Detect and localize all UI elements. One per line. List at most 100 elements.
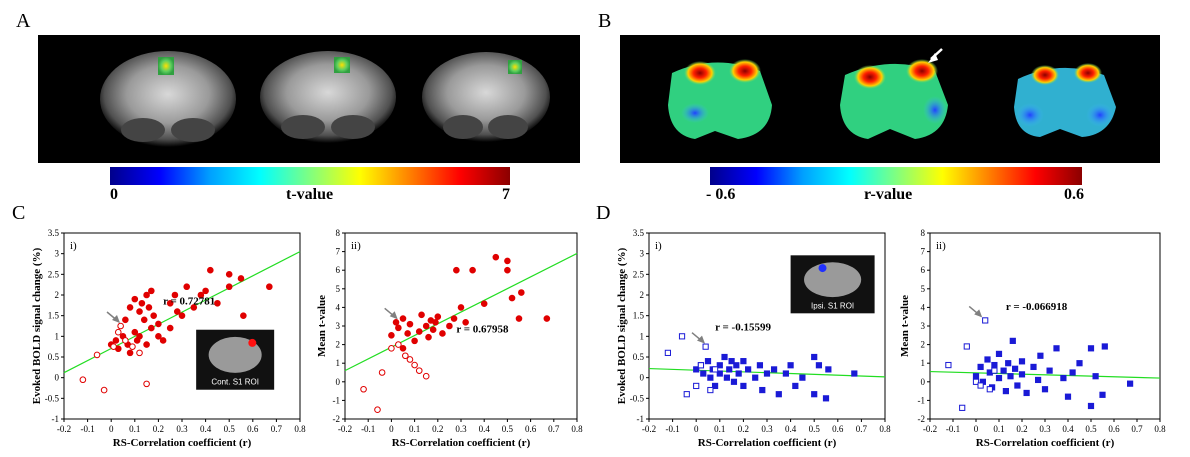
d-ii-filled-point (1076, 360, 1083, 367)
c-ii-filled-point (395, 324, 402, 332)
d-i-ytick-label: 3 (640, 249, 645, 259)
tvalue-colorbar (110, 167, 510, 185)
c-ii-open-point (360, 385, 367, 393)
c-ii-filled-point (543, 315, 551, 322)
d-ii-xtick-label: 0.3 (1039, 424, 1051, 434)
d-i-filled-point (775, 391, 782, 398)
d-ii-ytick-label: 5 (921, 284, 926, 294)
d-ii-filled-point (1005, 360, 1012, 367)
d-i-open-point (664, 349, 671, 356)
c-i-filled-point (190, 304, 198, 311)
c-i-open-point (129, 343, 136, 350)
c-i-ytick-label: -0.5 (45, 393, 60, 403)
c-ii-ytick-label: 8 (336, 228, 341, 238)
d-i-open-point (683, 391, 690, 398)
tvalue-colorbar-label: t-value (286, 186, 334, 203)
c-ii-xtick-label: 0.7 (548, 424, 560, 434)
c-i-filled-point (126, 304, 134, 311)
d-i-filled-point (799, 374, 806, 381)
d-ii-filled-point (1009, 337, 1016, 344)
d-i-filled-point (811, 353, 818, 361)
d-ii-open-point (972, 378, 980, 385)
c-i-filled-point (240, 312, 247, 319)
c-ii-ytick-label: 2 (336, 340, 341, 350)
c-ii-filled-point (492, 253, 500, 261)
d-i-filled-point (716, 362, 723, 369)
d-i-subplot-label: i) (655, 240, 662, 252)
c-i-filled-point (155, 333, 162, 340)
c-i-inset-roi-dot (248, 338, 257, 347)
d-i-filled-point (704, 358, 712, 365)
c-i-xlabel: RS-Correlation coefficient (r) (113, 437, 252, 449)
d-i-filled-point (730, 378, 738, 385)
d-i-open-point (702, 343, 709, 350)
c-ii-ytick-label: 1 (336, 358, 341, 368)
c-ii-filled-point (422, 322, 430, 330)
c-i-filled-point (131, 295, 139, 303)
d-i-filled-point (756, 362, 764, 369)
c-ii-xtick-label: 0.6 (525, 424, 537, 434)
c-ii-open-point (406, 356, 414, 363)
c-ii-xtick-label: 0 (389, 424, 394, 434)
scatter-plot-c-i: -0.2 -0.1 0 0.1 0.2 0.3 0.4 0.5 0.6 0.7 0.8 -1 -0.5 0… (31, 228, 306, 449)
c-i-filled-point (225, 271, 233, 278)
c-i-filled-point (143, 341, 150, 348)
c-i-filled-point (140, 316, 148, 324)
c-i-xtick-label: -0.2 (57, 424, 71, 434)
d-i-inset-brain (804, 262, 862, 298)
c-ii-filled-point (504, 257, 511, 265)
d-i-filled-point (693, 366, 700, 373)
c-ii-filled-point (480, 300, 488, 307)
mri-tmap-strip (38, 35, 580, 163)
rmap-slice-2 (840, 59, 948, 140)
d-ii-filled-point (977, 363, 984, 371)
d-i-xtick-label: 0.5 (809, 424, 821, 434)
c-i-filled-point (136, 308, 143, 315)
c-ii-filled-point (392, 318, 400, 326)
c-ii-xlabel: RS-Correlation coefficient (r) (392, 437, 531, 449)
c-ii-filled-point (404, 330, 411, 337)
c-ii-open-point (422, 372, 430, 380)
rmap-slice-3 (1014, 63, 1116, 137)
mri-slice-1 (100, 51, 236, 147)
d-i-ylabel: Evoked BOLD signal change (%) (616, 247, 628, 404)
c-i-inset-brain (208, 336, 262, 373)
c-i-xtick-label: 0.6 (247, 424, 259, 434)
d-ii-filled-point (1127, 380, 1134, 387)
tvalue-colorbar-max: 7 (502, 186, 510, 203)
d-ii-open-point (982, 317, 989, 324)
c-i-open-point (79, 376, 87, 384)
c-ii-filled-point (450, 315, 458, 322)
d-i-ytick-label: 1 (640, 331, 645, 341)
c-i-ytick-label: 0.5 (48, 352, 60, 362)
c-i-filled-point (138, 299, 146, 307)
c-i-xtick-label: 0 (109, 424, 114, 434)
d-ii-filled-point (1007, 373, 1014, 380)
c-ii-xtick-label: -0.1 (361, 424, 375, 434)
d-i-filled-point (822, 395, 830, 402)
c-i-grey-arrow-icon (106, 311, 120, 323)
c-i-fit-line (63, 251, 301, 374)
c-i-filled-point (166, 299, 174, 307)
c-i-ytick-label: 1 (55, 331, 60, 341)
c-ii-grey-arrow-icon (384, 307, 398, 320)
d-ii-open-point (959, 404, 966, 411)
c-i-filled-point (131, 328, 139, 336)
c-ii-ytick-label: 0 (336, 377, 341, 387)
d-ii-fit-line (929, 370, 1161, 379)
c-i-open-point (122, 337, 129, 344)
rmap-slice-1 (668, 59, 772, 139)
c-i-filled-point (122, 316, 129, 324)
c-ii-filled-point (457, 304, 465, 311)
d-ii-open-point (945, 361, 952, 369)
c-i-filled-point (145, 304, 153, 311)
c-ii-filled-point (399, 345, 407, 352)
c-i-filled-point (183, 283, 191, 291)
d-ii-filled-point (1037, 352, 1044, 359)
d-i-filled-point (711, 382, 719, 390)
c-ii-arrow-head (389, 311, 398, 320)
d-i-ytick-label: 0 (640, 373, 645, 383)
d-ii-filled-point (1018, 371, 1026, 378)
d-ii-ytick-label: 3 (921, 321, 926, 331)
d-i-r-annotation: r = -0.15599 (715, 322, 771, 334)
